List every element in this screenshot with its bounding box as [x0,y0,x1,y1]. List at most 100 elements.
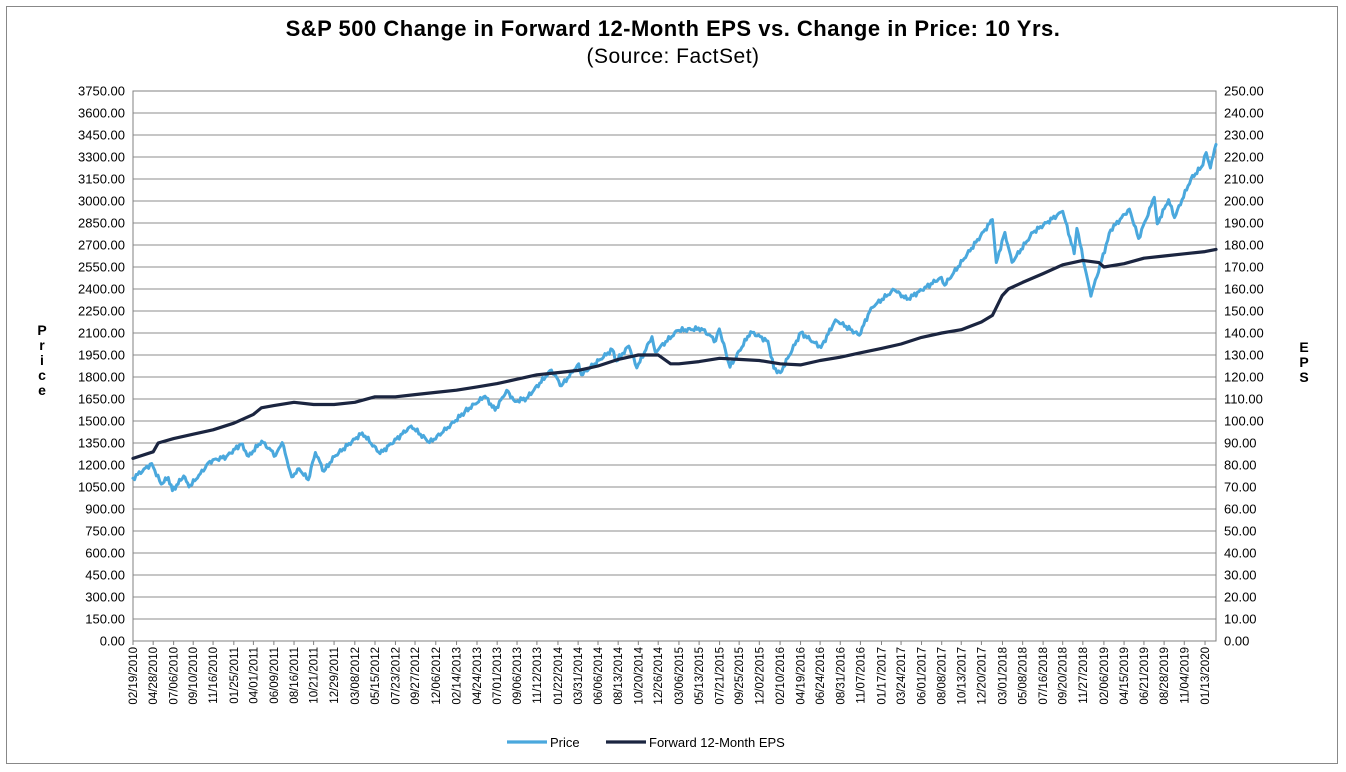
x-tick-label: 04/01/2011 [248,647,260,704]
left-tick-label: 3750.00 [78,84,125,99]
right-tick-label: 50.00 [1224,524,1257,539]
x-tick-label: 06/06/2014 [593,646,605,704]
chart-frame [6,6,1338,764]
right-tick-label: 190.00 [1224,216,1264,231]
chart-subtitle: (Source: FactSet) [586,45,760,68]
x-tick-label: 05/15/2012 [370,647,382,705]
x-tick-label: 12/06/2012 [431,647,443,705]
right-tick-label: 230.00 [1224,128,1264,143]
x-tick-label: 09/06/2013 [512,647,524,705]
x-tick-label: 11/07/2016 [855,647,867,704]
eps-series-line [131,247,1218,460]
x-tick-label: 08/31/2016 [835,647,847,705]
right-tick-label: 130.00 [1224,348,1264,363]
left-tick-label: 300.00 [85,590,125,605]
left-tick-label: 2400.00 [78,282,125,297]
right-tick-label: 90.00 [1224,436,1257,451]
x-tick-label: 08/16/2011 [289,647,301,704]
left-tick-label: 2550.00 [78,260,125,275]
x-tick-label: 06/09/2011 [269,647,281,704]
x-tick-label: 07/23/2012 [390,647,402,705]
left-tick-label: 1200.00 [78,458,125,473]
x-tick-label: 09/27/2012 [410,647,422,705]
x-tick-label: 03/24/2017 [896,647,908,705]
right-tick-label: 140.00 [1224,326,1264,341]
x-tick-label: 12/02/2015 [754,647,766,705]
x-tick-label: 04/24/2013 [472,647,484,705]
left-tick-label: 1500.00 [78,414,125,429]
left-tick-label: 600.00 [85,546,125,561]
price-series-line [131,142,1218,493]
x-tick-label: 09/10/2010 [188,647,200,705]
right-tick-label: 0.00 [1224,634,1249,649]
right-tick-label: 100.00 [1224,414,1264,429]
x-tick-label: 02/19/2010 [128,647,140,705]
right-tick-label: 160.00 [1224,282,1264,297]
x-tick-label: 06/21/2019 [1139,647,1151,705]
right-tick-label: 250.00 [1224,84,1264,99]
left-tick-label: 750.00 [85,524,125,539]
x-tick-label: 07/06/2010 [169,647,181,705]
x-tick-label: 03/06/2015 [674,647,686,705]
left-tick-label: 900.00 [85,502,125,517]
left-tick-label: 3300.00 [78,150,125,165]
chart-title: S&P 500 Change in Forward 12-Month EPS v… [285,16,1061,41]
right-axis-ticks: 0.00 10.00 20.00 30.00 40.00 50.00 60.00 70.00 8… [1224,84,1264,649]
x-tick-label: 07/21/2015 [715,647,727,705]
x-tick-label: 11/04/2019 [1179,647,1191,704]
right-tick-label: 30.00 [1224,568,1257,583]
x-tick-label: 05/08/2018 [1018,647,1030,705]
left-tick-label: 2700.00 [78,238,125,253]
left-tick-label: 1950.00 [78,348,125,363]
x-tick-label: 04/15/2019 [1119,647,1131,705]
legend-price-label: Price [550,735,580,750]
x-tick-label: 06/01/2017 [917,647,929,705]
x-tick-label: 07/16/2018 [1038,647,1050,705]
x-tick-label: 01/13/2020 [1200,647,1212,705]
left-tick-label: 2100.00 [78,326,125,341]
x-tick-label: 07/01/2013 [492,647,504,705]
left-tick-label: 150.00 [85,612,125,627]
x-tick-label: 11/16/2010 [208,647,220,704]
right-tick-label: 80.00 [1224,458,1257,473]
x-tick-label: 03/31/2014 [573,646,585,704]
right-tick-label: 40.00 [1224,546,1257,561]
right-tick-label: 240.00 [1224,106,1264,121]
right-tick-label: 60.00 [1224,502,1257,517]
gridlines [132,90,1217,642]
x-tick-label: 11/27/2018 [1078,647,1090,704]
left-tick-label: 2250.00 [78,304,125,319]
x-tick-label: 04/19/2016 [796,647,808,705]
left-tick-label: 1800.00 [78,370,125,385]
x-tick-label: 01/22/2014 [553,646,565,704]
legend-eps-label: Forward 12-Month EPS [649,735,785,750]
left-tick-label: 2850.00 [78,216,125,231]
x-tick-label: 04/28/2010 [148,647,160,705]
right-tick-label: 110.00 [1224,392,1263,407]
right-tick-label: 120.00 [1224,370,1264,385]
x-tick-label: 06/24/2016 [815,647,827,705]
right-tick-label: 210.00 [1224,172,1264,187]
left-tick-label: 450.00 [85,568,125,583]
right-tick-label: 70.00 [1224,480,1257,495]
left-axis-ticks: 0.00 150.00 300.00 450.00 600.00 750.00 900.00… [78,84,125,649]
x-tick-label: 03/01/2018 [997,647,1009,705]
left-tick-label: 3600.00 [78,106,125,121]
right-tick-label: 150.00 [1224,304,1264,319]
x-tick-label: 05/13/2015 [694,647,706,705]
left-tick-label: 3450.00 [78,128,125,143]
right-tick-label: 200.00 [1224,194,1264,209]
series-lines [131,142,1218,493]
legend: Price Forward 12-Month EPS [507,735,785,750]
x-tick-label: 02/06/2019 [1099,647,1111,705]
x-tick-label: 10/21/2011 [309,647,321,704]
plot-area-border [132,90,1217,642]
x-tick-label: 02/10/2016 [775,647,787,705]
x-tick-label: 08/08/2017 [937,647,949,705]
left-tick-label: 3150.00 [78,172,125,187]
